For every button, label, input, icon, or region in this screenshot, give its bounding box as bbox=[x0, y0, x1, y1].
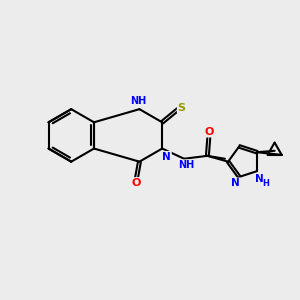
Text: N: N bbox=[255, 174, 264, 184]
Text: S: S bbox=[178, 103, 186, 113]
Text: O: O bbox=[132, 178, 141, 188]
Text: N: N bbox=[231, 178, 240, 188]
Text: NH: NH bbox=[178, 160, 194, 170]
Text: H: H bbox=[262, 179, 269, 188]
Text: O: O bbox=[205, 127, 214, 136]
Text: N: N bbox=[162, 152, 171, 162]
Text: NH: NH bbox=[130, 96, 146, 106]
